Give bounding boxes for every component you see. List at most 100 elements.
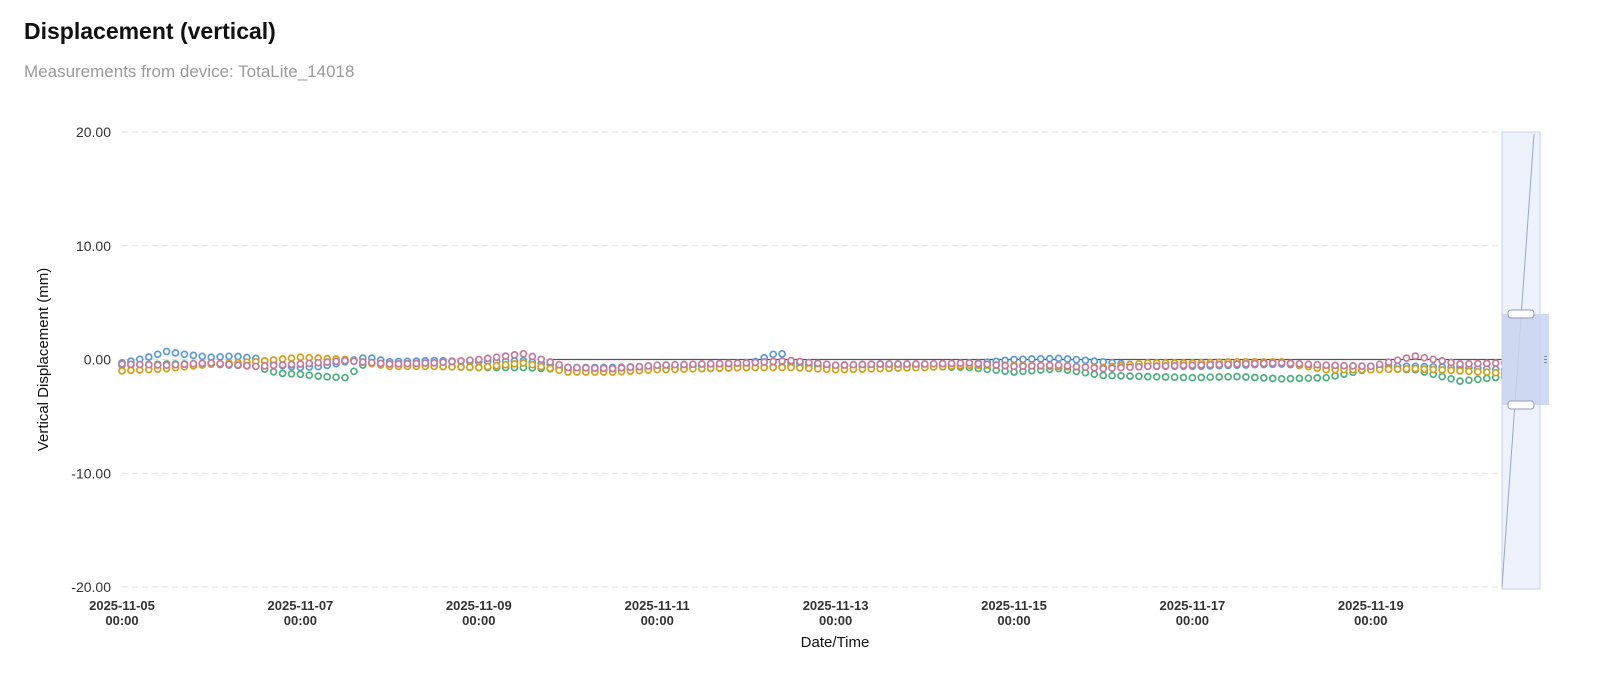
data-point xyxy=(858,360,867,369)
data-point xyxy=(466,356,474,365)
data-point xyxy=(671,360,679,369)
data-point xyxy=(430,359,439,367)
data-point xyxy=(590,364,599,372)
data-point xyxy=(1465,376,1473,385)
x-tick-date: 2025-11-09 xyxy=(446,598,512,613)
x-tick-time: 00:00 xyxy=(997,613,1030,628)
data-point xyxy=(689,360,697,369)
data-point xyxy=(1108,364,1116,372)
data-point xyxy=(1063,355,1072,363)
data-point xyxy=(1188,373,1197,382)
data-point xyxy=(1027,362,1036,370)
data-point xyxy=(546,364,555,373)
data-point xyxy=(234,361,242,369)
data-point xyxy=(697,360,706,368)
x-tick-time: 00:00 xyxy=(105,613,138,628)
data-point xyxy=(840,361,849,369)
data-point xyxy=(1420,365,1429,373)
data-point xyxy=(929,359,938,368)
data-point xyxy=(1027,355,1036,363)
data-point xyxy=(1349,362,1357,370)
data-point xyxy=(983,360,992,369)
data-point xyxy=(332,373,340,382)
x-tick-date: 2025-11-15 xyxy=(981,598,1047,613)
data-point xyxy=(1152,372,1161,381)
y-tick-label: 20.00 xyxy=(76,124,111,140)
data-point xyxy=(894,360,902,368)
data-point xyxy=(1313,360,1322,369)
navigator-handle-top[interactable] xyxy=(1507,309,1535,319)
data-point xyxy=(635,362,644,371)
data-point xyxy=(546,358,555,366)
data-point xyxy=(216,352,224,361)
data-point xyxy=(350,367,358,376)
data-point xyxy=(162,347,171,356)
data-point xyxy=(1411,352,1420,360)
data-point xyxy=(778,349,786,358)
data-point xyxy=(296,360,305,368)
data-point xyxy=(341,373,349,382)
data-point xyxy=(1215,373,1224,381)
data-point xyxy=(1482,368,1491,377)
data-point xyxy=(1438,366,1447,374)
data-point xyxy=(1206,360,1215,369)
data-point xyxy=(1456,360,1464,368)
data-point xyxy=(1126,363,1134,372)
data-point xyxy=(367,358,376,367)
data-point xyxy=(287,354,296,362)
navigator-handle-bottom[interactable] xyxy=(1507,400,1535,410)
data-point xyxy=(715,359,724,368)
data-point xyxy=(1456,377,1464,385)
y-axis-ticks: 20.00 10.00 0.00 -10.00 -20.00 xyxy=(71,124,111,595)
data-point xyxy=(492,361,501,370)
data-point xyxy=(1322,361,1331,370)
data-point xyxy=(831,361,840,370)
data-point xyxy=(1197,361,1206,369)
data-point xyxy=(1126,372,1134,380)
data-point xyxy=(796,364,804,372)
data-point xyxy=(1277,374,1286,383)
data-point xyxy=(938,359,947,368)
data-point xyxy=(1286,374,1295,383)
data-point xyxy=(421,359,430,367)
data-point xyxy=(1170,373,1179,382)
chart-subtitle: Measurements from device: TotaLite_14018 xyxy=(24,62,355,81)
data-point xyxy=(849,360,858,369)
data-point xyxy=(1224,360,1232,369)
data-point xyxy=(314,358,323,367)
data-point xyxy=(1411,364,1420,373)
data-point xyxy=(1259,374,1268,382)
data-point xyxy=(1045,361,1054,370)
x-tick-time: 00:00 xyxy=(284,613,317,628)
data-point xyxy=(1036,354,1045,363)
data-point xyxy=(1456,367,1464,375)
y-zoom-navigator[interactable] xyxy=(1501,131,1549,590)
data-point xyxy=(1366,362,1375,371)
navigator-selection[interactable] xyxy=(1502,314,1549,405)
data-point xyxy=(118,360,126,368)
data-point xyxy=(1045,354,1054,363)
data-point xyxy=(180,360,189,369)
data-point xyxy=(537,355,546,364)
data-point xyxy=(1063,362,1072,370)
data-point xyxy=(269,361,278,370)
data-point xyxy=(189,359,198,368)
data-point xyxy=(483,354,492,363)
data-point xyxy=(323,358,332,366)
x-tick-time: 00:00 xyxy=(641,613,674,628)
data-point xyxy=(644,362,653,370)
data-point xyxy=(680,360,688,369)
data-point xyxy=(1233,360,1241,368)
data-point xyxy=(376,359,385,368)
x-tick-date: 2025-11-05 xyxy=(89,598,155,613)
y-tick-label: -10.00 xyxy=(71,465,111,481)
data-point xyxy=(358,358,367,366)
data-point xyxy=(118,367,126,375)
data-point xyxy=(617,364,626,372)
data-point xyxy=(269,367,278,376)
data-point xyxy=(153,350,162,359)
data-point xyxy=(1161,362,1170,370)
data-point xyxy=(439,358,447,367)
data-point xyxy=(127,366,135,375)
x-tick-time: 00:00 xyxy=(1354,613,1387,628)
